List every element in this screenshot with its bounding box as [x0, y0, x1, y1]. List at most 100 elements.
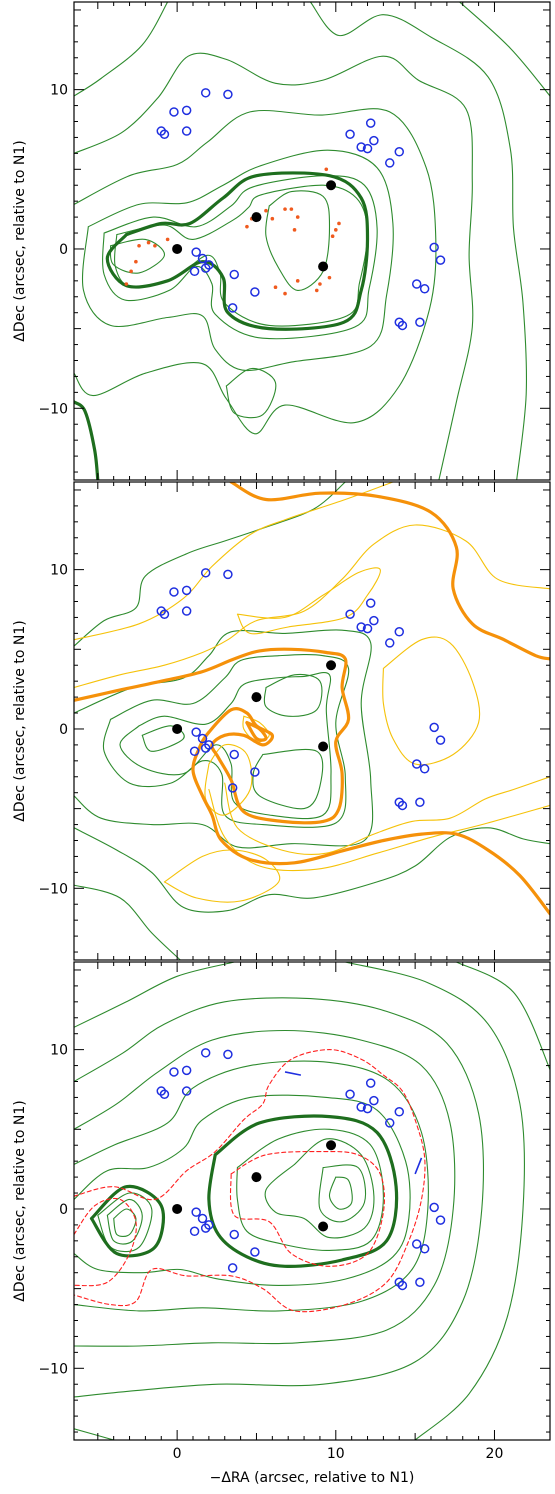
contour-line — [102, 175, 378, 340]
open-circle-marker — [191, 247, 201, 257]
axis-ticks — [74, 2, 550, 480]
open-circle-marker — [169, 1067, 179, 1077]
open-circle-marker — [229, 269, 240, 280]
contour-line — [74, 52, 474, 480]
orange-point — [283, 207, 287, 211]
filled-circle-marker — [318, 1221, 329, 1232]
contour-line — [74, 647, 550, 916]
open-circle-marker — [181, 585, 192, 596]
contour-line — [74, 400, 100, 480]
open-circle-marker — [365, 118, 376, 128]
x-axis-label: −ΔRA (arcsec, relative to N1) — [210, 1470, 415, 1486]
open-circle-marker — [200, 88, 211, 98]
x-tick-label: 20 — [486, 1446, 504, 1462]
open-circle-marker — [189, 746, 200, 757]
contour-line — [105, 171, 370, 331]
open-circle-marker — [384, 158, 395, 168]
y-tick-label: 10 — [50, 1043, 68, 1059]
y-axis-label: ΔDec (arcsec, relative to N1) — [12, 140, 28, 341]
filled-circle-marker — [326, 180, 337, 191]
open-circle-marker — [159, 609, 170, 619]
contour-line — [263, 673, 323, 717]
open-circle-marker — [181, 105, 192, 116]
open-circle-marker — [411, 279, 422, 289]
contour-line — [224, 776, 550, 856]
open-circle-marker — [362, 143, 373, 154]
open-circle-marker — [356, 1102, 366, 1112]
orange-point — [289, 207, 294, 211]
contour-line — [455, 962, 550, 1083]
open-circle-marker — [159, 1089, 170, 1099]
open-circle-marker — [397, 1280, 408, 1291]
contour-line — [113, 1208, 137, 1237]
orange-point — [273, 285, 278, 290]
open-circle-marker — [223, 1049, 233, 1060]
open-circle-marker — [345, 129, 355, 139]
open-circle-marker — [429, 722, 439, 733]
contour-line — [81, 149, 394, 372]
open-circle-marker — [419, 1244, 430, 1254]
open-circle-marker — [369, 135, 379, 146]
polarization-vector — [284, 1071, 302, 1076]
contour-line — [74, 997, 485, 1398]
open-circle-marker — [159, 129, 170, 139]
y-axis-label: ΔDec (arcsec, relative to N1) — [12, 1100, 28, 1301]
open-circle-marker — [181, 126, 192, 136]
y-tick-label: −10 — [38, 401, 68, 417]
open-circle-marker — [204, 260, 214, 270]
contour-line — [74, 2, 169, 97]
y-tick-label: 10 — [50, 563, 68, 579]
orange-point — [134, 259, 138, 264]
contour-line — [74, 1094, 411, 1286]
contour-line — [74, 482, 346, 647]
open-circle-marker — [369, 1095, 379, 1106]
open-circle-marker — [345, 1089, 355, 1099]
open-circle-marker — [191, 727, 201, 737]
orange-point — [124, 282, 129, 286]
open-circle-marker — [411, 1239, 422, 1249]
axis-ticks — [74, 962, 550, 1440]
open-circle-marker — [200, 1223, 211, 1233]
open-circle-marker — [229, 749, 240, 760]
contour-line — [344, 962, 526, 1440]
open-circle-marker — [419, 764, 430, 774]
orange-point — [129, 269, 133, 274]
contour-line — [106, 1198, 143, 1245]
contour-line — [208, 788, 550, 872]
orange-point — [137, 243, 141, 248]
open-circle-marker — [419, 284, 430, 294]
filled-circle-marker — [326, 660, 337, 671]
open-circle-marker — [227, 303, 238, 313]
filled-circle-marker — [251, 692, 262, 703]
contour-line — [89, 1184, 165, 1258]
open-circle-marker — [197, 1213, 208, 1224]
open-circle-marker — [156, 1086, 167, 1096]
orange-point — [314, 288, 319, 293]
contour-line — [74, 827, 550, 913]
contour-line — [459, 2, 550, 97]
open-circle-marker — [189, 266, 200, 277]
open-circle-marker — [204, 1220, 214, 1230]
panel-frame — [73, 961, 551, 1441]
open-circle-marker — [429, 1202, 439, 1213]
contour-line — [74, 482, 394, 641]
orange-point — [270, 216, 275, 221]
filled-circle-marker — [172, 243, 183, 254]
plot-area — [74, 482, 550, 960]
open-circle-marker — [200, 1048, 211, 1058]
contour-line — [236, 567, 381, 635]
contour-line — [245, 721, 268, 742]
contour-line — [318, 1164, 367, 1223]
open-circle-marker — [365, 598, 376, 608]
contour-line — [109, 238, 165, 274]
open-circle-marker — [394, 147, 405, 157]
open-circle-marker — [394, 1107, 405, 1117]
contour-line — [74, 962, 235, 1028]
panel-bottom: −10 0 10 0 10 20 ΔDec (arcsec, relative to N1)… — [12, 961, 551, 1486]
open-circle-marker — [345, 609, 355, 619]
x-tick-label: 0 — [173, 1446, 182, 1462]
y-tick-label: 10 — [50, 83, 68, 99]
contour-line — [264, 1138, 375, 1239]
open-circle-marker — [429, 242, 439, 253]
